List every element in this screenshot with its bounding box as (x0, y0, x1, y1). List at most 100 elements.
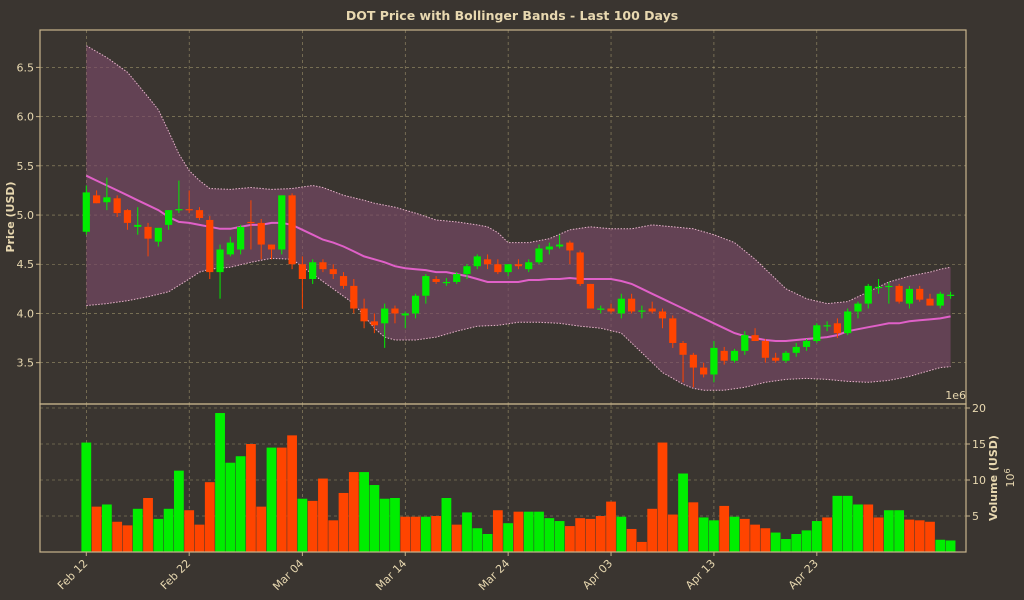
candle-body (257, 222, 265, 245)
volume-bar (770, 532, 781, 552)
volume-bar (348, 472, 359, 552)
candle-body (514, 264, 523, 267)
volume-bar (246, 444, 256, 552)
candle-body (453, 274, 461, 282)
volume-bar (863, 504, 874, 552)
candle-body (504, 264, 512, 273)
volume-bar (709, 520, 719, 552)
candlestick (195, 207, 204, 220)
volume-bar (544, 518, 555, 552)
volume-bar (781, 539, 791, 552)
candlestick (432, 276, 440, 284)
candlestick (535, 244, 543, 265)
candlestick (689, 352, 697, 388)
volume-bar (585, 518, 596, 552)
candle-body (113, 198, 121, 214)
candlestick (154, 227, 162, 247)
candle-body (823, 325, 831, 327)
volume-bar (91, 506, 102, 552)
volume-bar (318, 478, 328, 552)
candle-body (535, 248, 543, 263)
candlestick (134, 207, 142, 235)
candlestick (453, 272, 461, 284)
candle-body (772, 357, 780, 361)
candlestick (247, 200, 255, 250)
candlestick (576, 250, 584, 286)
volume-bar (801, 530, 812, 552)
candle-body (782, 352, 790, 361)
candlestick (319, 259, 327, 273)
candle-body (813, 325, 821, 342)
candlestick (772, 352, 780, 363)
volume-bar (122, 525, 133, 552)
candle-body (864, 285, 872, 304)
candlestick (329, 264, 337, 280)
candlestick (309, 259, 317, 284)
candlestick (669, 315, 677, 348)
candle-body (586, 283, 595, 309)
volume-bar (163, 508, 174, 552)
candlestick (761, 339, 769, 363)
volume-bar (667, 514, 678, 552)
candlestick (525, 259, 533, 273)
candle-body (442, 281, 451, 284)
candle-body (895, 285, 903, 302)
volume-bar (616, 516, 627, 552)
candlestick (741, 331, 749, 355)
volume-bar (359, 472, 369, 552)
candle-body (247, 221, 255, 224)
middle-band-line (85, 174, 951, 342)
candlestick (422, 274, 430, 304)
volume-bar (143, 498, 153, 552)
candlestick (257, 218, 265, 260)
volume-bar (153, 518, 164, 552)
candlestick (936, 291, 944, 309)
candlestick (370, 313, 378, 334)
chart-title: DOT Price with Bollinger Bands - Last 10… (346, 8, 678, 23)
candle-body (370, 321, 378, 326)
candlestick (617, 293, 625, 319)
candlestick (113, 195, 121, 217)
candle-body (473, 256, 481, 267)
volume-bar (379, 498, 390, 552)
volume-bar (215, 413, 225, 552)
volume-bar (451, 524, 462, 552)
price-tick-label: 6.5 (17, 61, 35, 74)
volume-bar (657, 442, 668, 552)
volume-bar (81, 442, 92, 552)
candlestick (401, 311, 409, 329)
volume-tick-label: 5 (972, 510, 979, 523)
candlestick (638, 305, 646, 319)
candlestick (905, 285, 914, 309)
volume-bar (307, 500, 318, 552)
candlestick (226, 236, 234, 257)
volume-bar (235, 456, 246, 552)
candle-body (483, 259, 492, 265)
volume-bar (811, 521, 822, 552)
candlestick (607, 303, 615, 314)
candlestick (442, 278, 451, 286)
candle-body (545, 246, 553, 250)
candle-body (648, 308, 656, 312)
volume-bar (174, 470, 184, 552)
candle-body (195, 210, 204, 218)
volume-axes-frame (39, 403, 967, 553)
candlestick (823, 321, 831, 332)
candlestick (658, 308, 667, 329)
candlestick (360, 298, 368, 329)
candlestick (473, 254, 481, 270)
volume-bar (204, 482, 215, 552)
candlestick (504, 264, 512, 277)
candle-body (905, 288, 914, 304)
candlestick (885, 281, 893, 304)
candle-body (710, 347, 718, 375)
volume-bar (688, 502, 699, 552)
candlestick (185, 190, 193, 214)
candle-body (802, 341, 811, 347)
price-axis-label: Price (USD) (4, 181, 17, 252)
candlestick (586, 283, 595, 309)
candle-body (216, 249, 224, 273)
volume-bar (873, 517, 884, 552)
candlestick (710, 341, 718, 383)
candlestick (566, 240, 574, 265)
